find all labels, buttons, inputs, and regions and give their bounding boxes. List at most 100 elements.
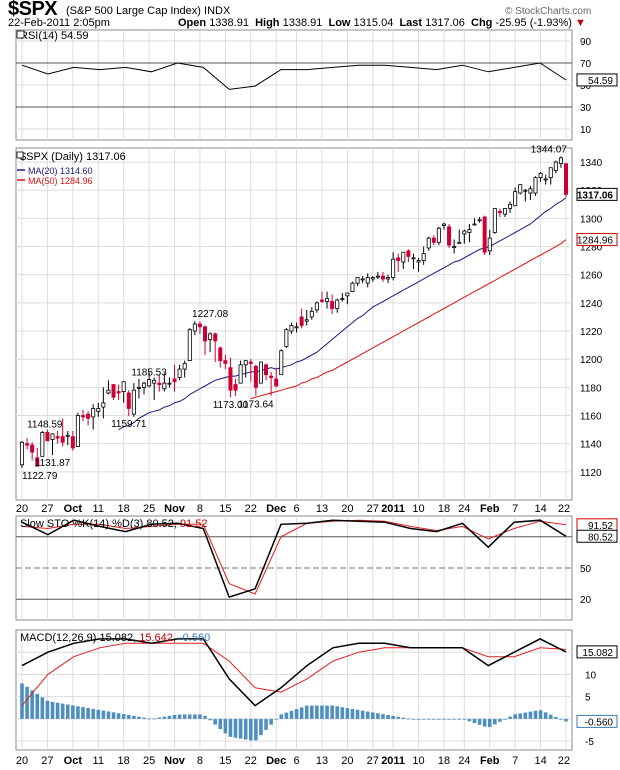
macd-histogram-bar	[101, 710, 106, 719]
candle-body	[523, 189, 528, 192]
macd-histogram-bar	[320, 705, 324, 719]
candle-body	[533, 177, 538, 194]
macd-histogram-bar	[457, 718, 462, 720]
macd-histogram-bar	[116, 713, 121, 719]
macd-histogram-bar	[447, 718, 451, 720]
candle-body	[60, 436, 65, 443]
price-x-label: 11	[93, 503, 104, 515]
macd-x-label: 18	[438, 755, 450, 767]
macd-x-label: 27	[41, 755, 53, 767]
candle-body	[30, 444, 35, 453]
sto-k-line	[21, 519, 567, 599]
macd-histogram-bar	[452, 718, 456, 720]
macd-histogram-bar	[147, 718, 151, 720]
candle-body	[502, 208, 507, 215]
macd-histogram-bar	[528, 711, 533, 719]
candle-body	[558, 157, 563, 164]
price-x-label: 2011	[381, 503, 405, 515]
macd-histogram-bar	[371, 712, 375, 719]
macd-histogram-bar	[289, 710, 294, 719]
candle-body	[65, 434, 70, 437]
price-annotation: 1159.71	[111, 419, 147, 430]
macd-x-label: 24	[458, 755, 470, 767]
macd-histogram-bar	[96, 709, 101, 719]
copyright-link[interactable]: © StockCharts.com	[505, 6, 592, 17]
candle-body	[426, 237, 431, 249]
candle-body	[35, 457, 40, 467]
macd-histogram-bar	[386, 715, 390, 719]
candle-body	[304, 319, 309, 322]
macd-x-label: 7	[512, 755, 518, 767]
macd-histogram-bar	[538, 710, 543, 719]
candle-body	[213, 333, 218, 342]
price-annotation: 1185.53	[131, 368, 167, 379]
sto-tick-label: 20	[580, 595, 592, 606]
macd-histogram-bar	[203, 715, 207, 719]
candle-body	[269, 375, 274, 378]
macd-histogram-bar	[25, 686, 29, 719]
macd-x-label: 27	[367, 755, 379, 767]
macd-title-signal-value: 15.642,	[139, 632, 179, 644]
candle-body	[192, 323, 197, 332]
macd-histogram-bar	[264, 718, 268, 730]
candle-body	[477, 219, 482, 222]
candle-body	[131, 389, 136, 415]
macd-histogram-bar	[554, 716, 558, 719]
candle-body	[167, 382, 172, 385]
macd-histogram-bar	[396, 716, 401, 719]
price-x-label: Feb	[480, 503, 500, 515]
price-x-label: 10	[412, 503, 424, 515]
macd-histogram-bar	[498, 718, 502, 722]
candle-body	[264, 364, 269, 376]
macd-histogram-bar	[548, 714, 553, 719]
price-x-label: 14	[534, 503, 546, 515]
macd-x-label: 11	[93, 755, 104, 767]
macd-histogram-bar	[233, 718, 238, 738]
macd-histogram-bar	[294, 709, 299, 719]
macd-histogram-bar	[35, 693, 40, 719]
price-x-label: 8	[197, 503, 203, 515]
rsi-tick-label: 30	[580, 103, 592, 114]
macd-histogram-bar	[284, 712, 289, 719]
price-tick-label: 1140	[580, 440, 602, 451]
macd-histogram-bar	[376, 713, 380, 719]
candle-body	[45, 432, 50, 442]
candle-body	[396, 257, 401, 262]
macd-x-label: Feb	[480, 755, 500, 767]
panel-frame	[15, 147, 573, 501]
candle-body	[528, 188, 533, 194]
macd-histogram-bar	[40, 697, 45, 719]
macd-histogram-bar	[65, 704, 70, 719]
candle-body	[335, 299, 340, 309]
candle-body	[40, 432, 45, 457]
candle-body	[218, 347, 223, 362]
rsi-tick-label: 90	[580, 37, 592, 48]
macd-histogram-bar	[162, 716, 167, 719]
candle-body	[248, 361, 253, 364]
macd-histogram-bar	[259, 718, 263, 736]
macd-histogram-bar	[248, 718, 253, 741]
candle-body	[441, 223, 446, 226]
macd-histogram-bar	[213, 718, 217, 725]
rsi-current-label-box	[576, 73, 618, 87]
macd-x-label: 25	[143, 755, 155, 767]
price-title: $SPX (Daily) 1317.06	[20, 151, 126, 163]
macd-histogram-bar	[208, 718, 212, 721]
macd-histogram-bar	[30, 690, 34, 719]
candle-body	[208, 333, 213, 340]
macd-x-label: 10	[412, 755, 424, 767]
macd-histogram-bar	[132, 715, 136, 719]
macd-tick-label: 10	[585, 670, 597, 681]
macd-histogram-bar	[513, 714, 517, 719]
candle-body	[284, 329, 289, 347]
macd-histogram-bar	[50, 701, 55, 719]
price-tick-label: 1220	[580, 327, 603, 338]
candle-body	[487, 237, 492, 252]
candle-body	[492, 208, 497, 233]
price-tick-label: 1300	[580, 214, 603, 225]
candle-body	[177, 368, 182, 378]
price-x-label: 25	[143, 503, 155, 515]
macd-histogram-bar	[172, 714, 177, 719]
macd-histogram-bar	[365, 711, 370, 719]
price-x-label: Oct	[64, 503, 83, 515]
